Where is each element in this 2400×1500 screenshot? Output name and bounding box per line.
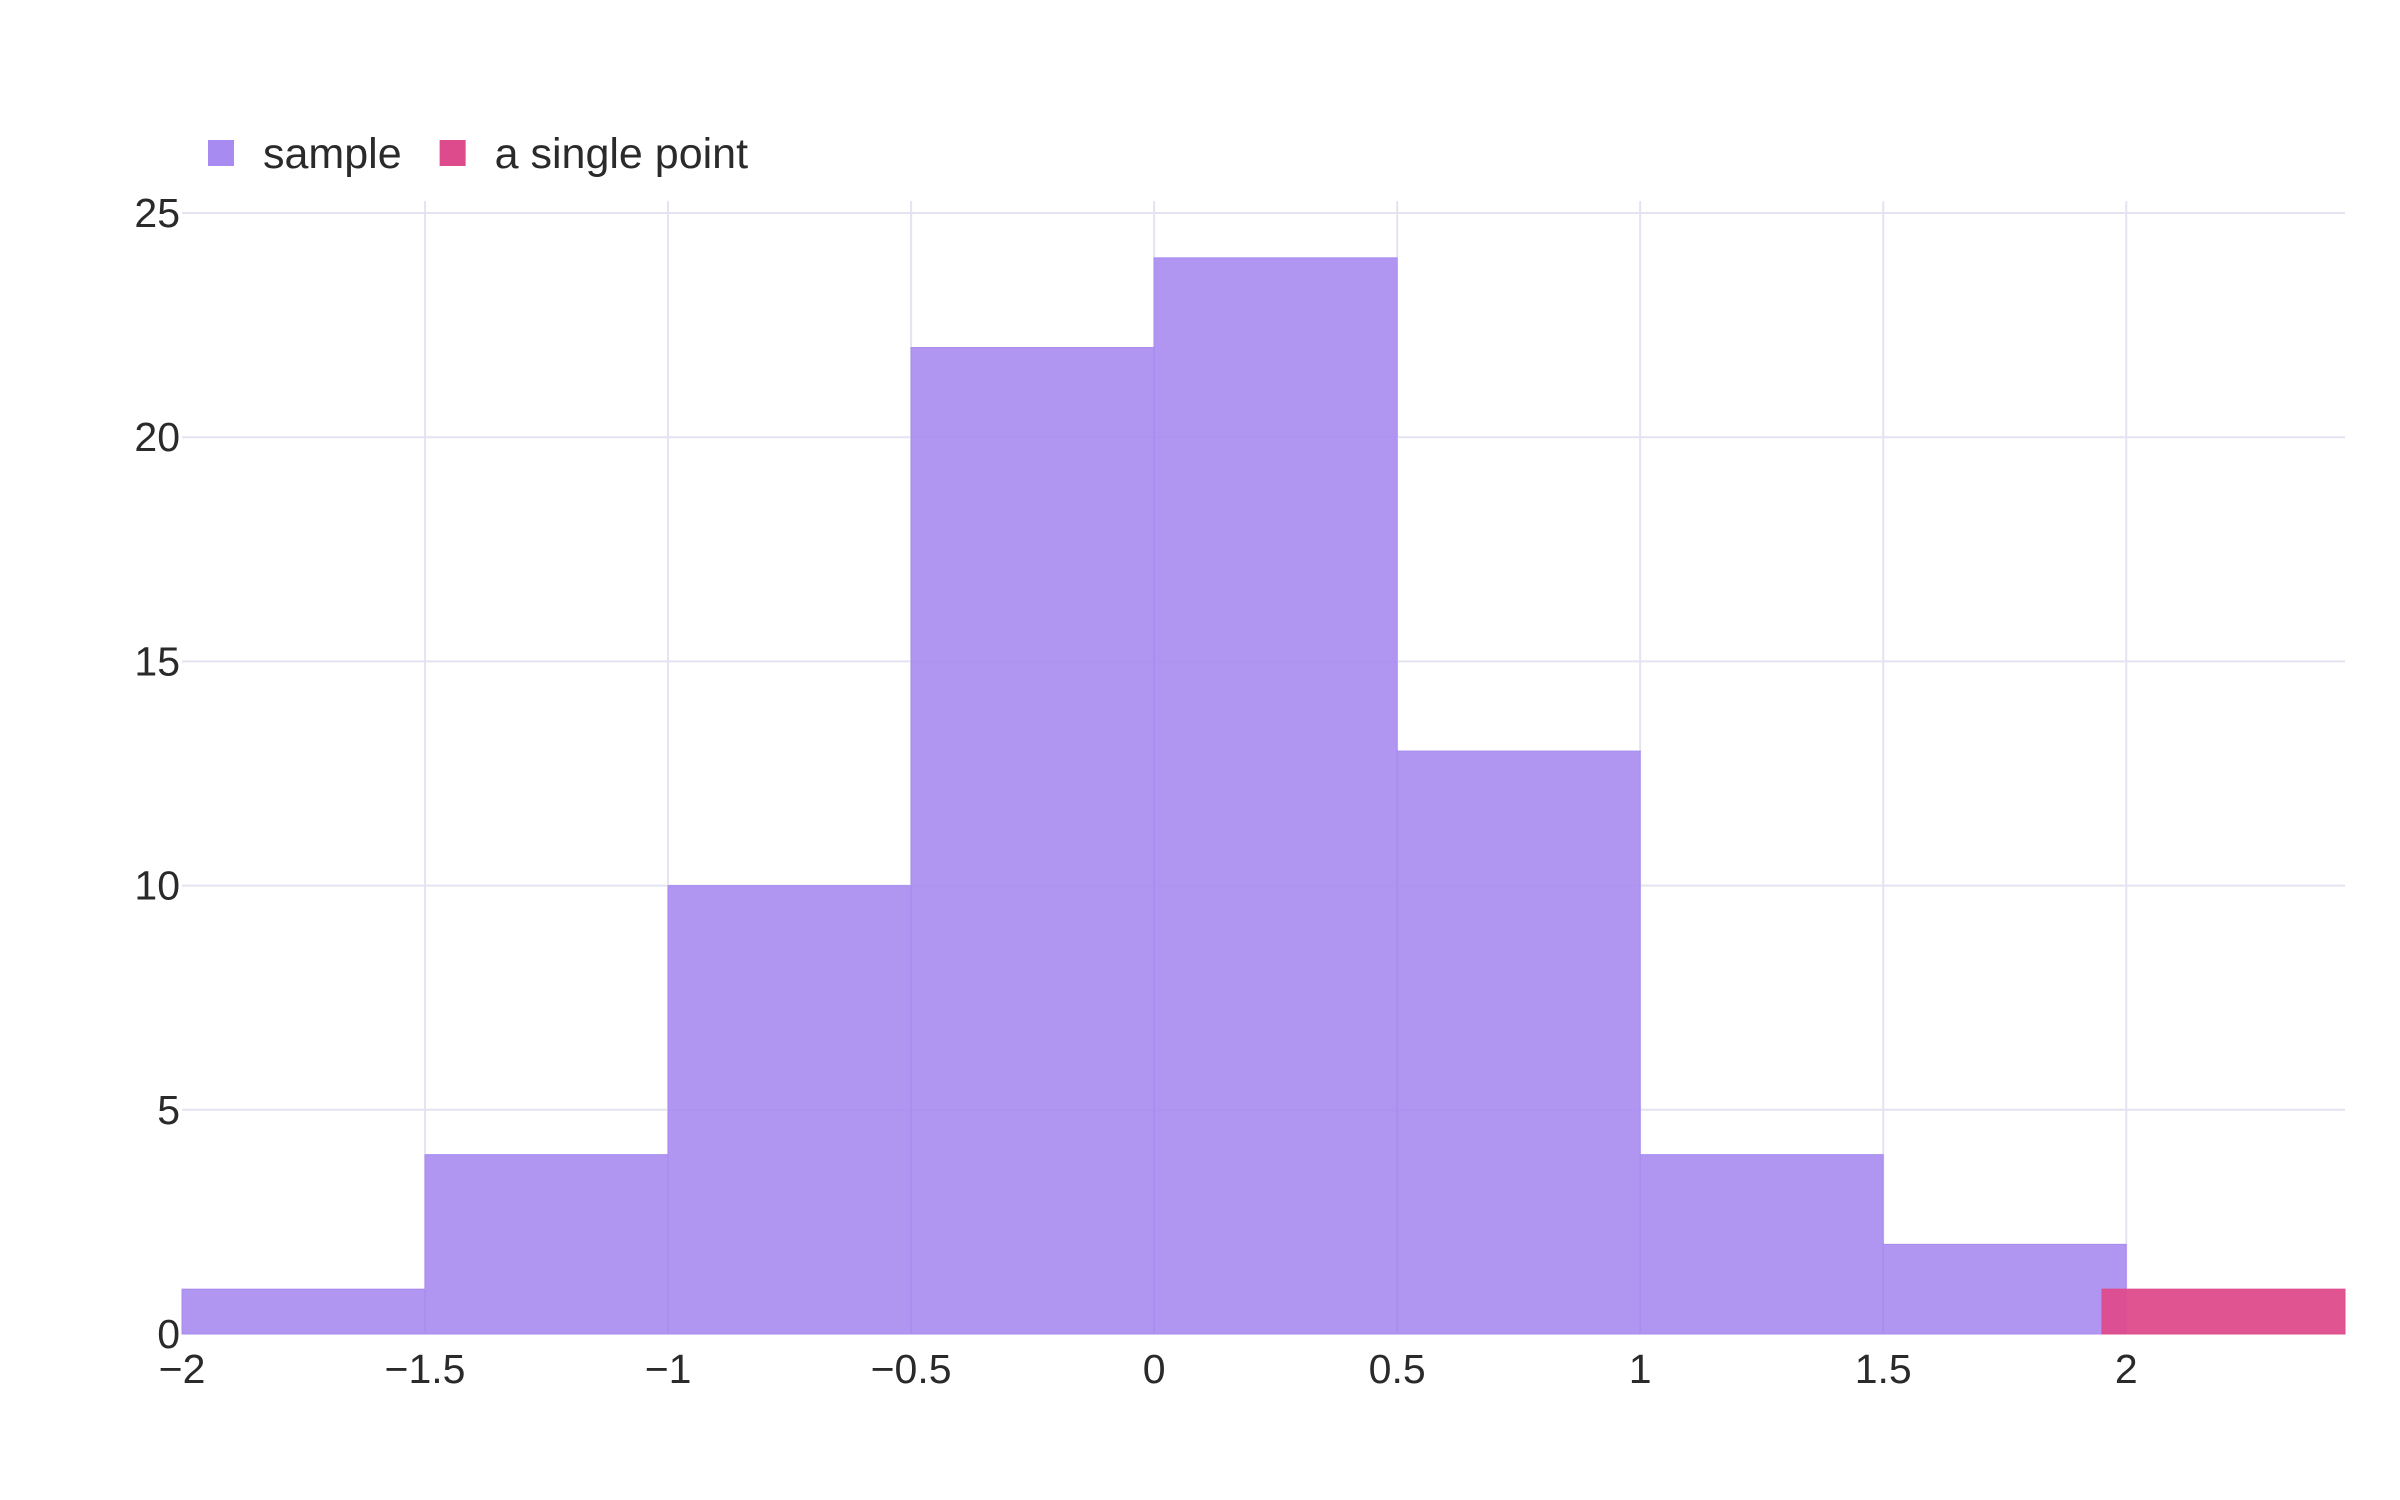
sample-bar[interactable] [1882,1243,2127,1335]
sample-bar[interactable] [910,347,1155,1335]
x-tick-label: 0.5 [1369,1346,1426,1392]
legend-label: a single point [495,130,748,178]
y-axis-ticks: 0 5 10 15 20 25 [134,190,180,1357]
x-axis-ticks: −2 −1.5 −1 −0.5 0 0.5 1 1.5 2 [159,1346,2138,1392]
sample-bar[interactable] [667,885,912,1335]
sample-bar[interactable] [181,1288,426,1335]
y-tick-label: 0 [157,1311,180,1357]
x-tick-label: 2 [2115,1346,2138,1392]
sample-bar[interactable] [1639,1154,1884,1335]
sample-bar[interactable] [1396,750,1641,1335]
y-tick-label: 10 [134,863,180,909]
y-tick-label: 25 [134,190,180,236]
legend-swatch [208,140,234,166]
grid [182,201,2345,1334]
y-tick-label: 15 [134,638,180,684]
x-tick-label: 0 [1143,1346,1166,1392]
bars [181,257,2346,1335]
x-tick-label: −0.5 [871,1346,952,1392]
y-tick-label: 5 [157,1087,180,1133]
legend[interactable]: sample a single point [208,130,748,178]
x-tick-label: 1.5 [1855,1346,1912,1392]
x-tick-label: −1 [645,1346,692,1392]
legend-item[interactable]: sample [208,130,402,178]
x-tick-label: −1.5 [385,1346,466,1392]
y-tick-label: 20 [134,414,180,460]
x-tick-label: −2 [159,1346,206,1392]
legend-swatch [439,140,466,166]
sample-bar[interactable] [424,1154,669,1335]
sample-bar[interactable] [1153,257,1398,1335]
legend-label: sample [263,130,402,178]
single-point-bar[interactable] [2101,1288,2346,1335]
legend-item[interactable]: a single point [439,130,748,178]
x-tick-label: 1 [1629,1346,1652,1392]
